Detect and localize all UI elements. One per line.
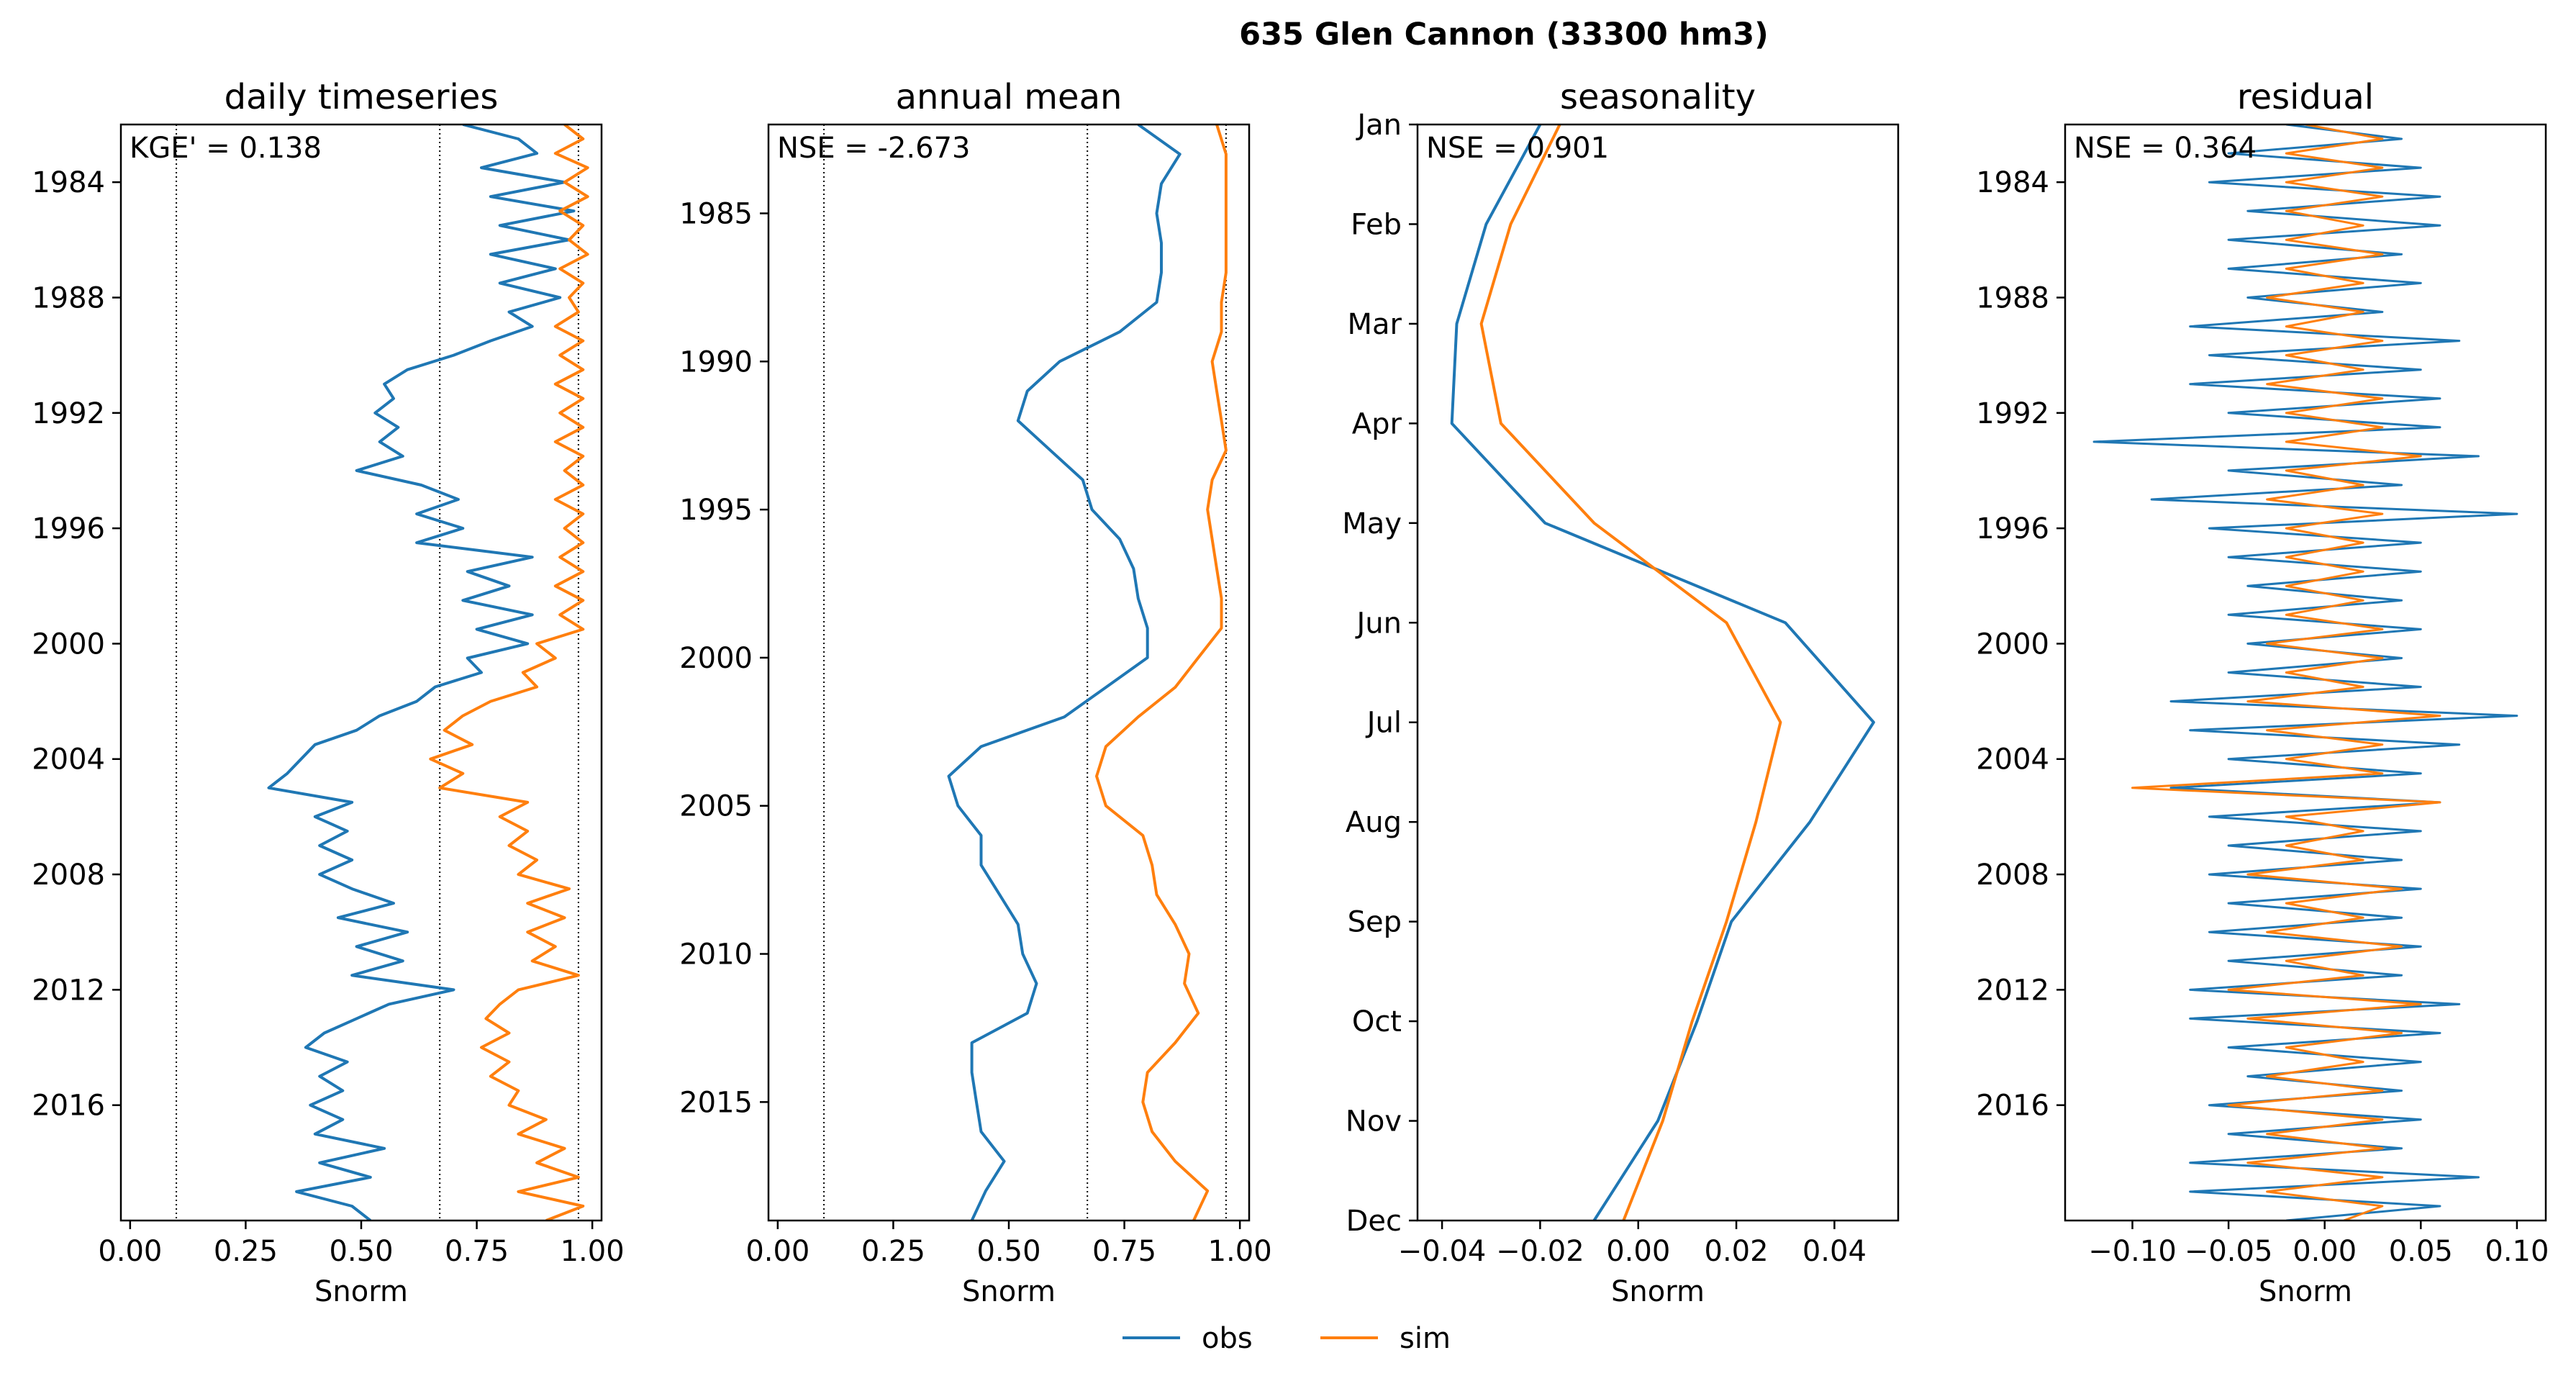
plot-area xyxy=(2092,124,2518,1221)
y-tick-label: 1988 xyxy=(1976,281,2049,314)
x-tick-label: −0.05 xyxy=(2185,1235,2273,1268)
y-tick-label: Oct xyxy=(1352,1005,1402,1038)
legend: obs sim xyxy=(1123,1322,1451,1355)
x-tick-label: 0.00 xyxy=(98,1235,162,1268)
y-tick-label: 2000 xyxy=(1976,628,2049,661)
figure-suptitle: 635 Glen Cannon (33300 hm3) xyxy=(1239,17,1769,53)
x-axis-label: Snorm xyxy=(2259,1275,2352,1308)
y-tick-label: 2012 xyxy=(32,974,105,1007)
y-tick-label: Jul xyxy=(1365,707,1402,740)
y-tick-label: 1992 xyxy=(32,397,105,430)
x-tick-label: 0.50 xyxy=(329,1235,393,1268)
y-tick-label: 2008 xyxy=(1976,859,2049,892)
x-tick-label: 0.00 xyxy=(2292,1235,2357,1268)
legend-item-sim: sim xyxy=(1320,1322,1451,1355)
series-line-sim xyxy=(1095,124,1228,1221)
plot-area xyxy=(267,124,589,1221)
panel-title: residual xyxy=(2237,77,2374,117)
y-tick-label: 2004 xyxy=(1976,743,2049,776)
y-tick-label: 1996 xyxy=(32,512,105,545)
plot-area xyxy=(947,124,1228,1221)
y-tick-label: 1996 xyxy=(1976,512,2049,545)
series-line-sim xyxy=(1479,124,1782,1221)
metric-annotation: NSE = -2.673 xyxy=(777,132,970,165)
series-line-sim xyxy=(429,124,589,1221)
legend-label-sim: sim xyxy=(1400,1322,1451,1355)
x-tick-label: 0.25 xyxy=(214,1235,278,1268)
legend-label-obs: obs xyxy=(1202,1322,1253,1355)
panel-0: daily timeseries 0.00 0.25 0.50 0.75 1.00 1984… xyxy=(32,77,624,1308)
y-tick-label: Dec xyxy=(1346,1205,1402,1238)
y-tick-label: 1990 xyxy=(679,345,753,379)
y-tick-label: 2000 xyxy=(679,642,753,675)
x-tick-label: 0.00 xyxy=(1606,1235,1670,1268)
y-tick-label: May xyxy=(1342,507,1402,540)
y-tick-label: 2010 xyxy=(679,938,753,972)
y-tick-label: 1985 xyxy=(679,197,753,230)
x-axis-label: Snorm xyxy=(962,1275,1056,1308)
series-line-sim xyxy=(2131,124,2441,1221)
x-tick-label: 0.05 xyxy=(2389,1235,2453,1268)
y-tick-label: 1992 xyxy=(1976,397,2049,430)
x-tick-label: 0.75 xyxy=(1092,1235,1156,1268)
x-tick-label: 0.10 xyxy=(2485,1235,2549,1268)
y-tick-label: 2016 xyxy=(1976,1090,2049,1123)
y-tick-label: Apr xyxy=(1352,407,1402,440)
x-tick-label: 0.04 xyxy=(1802,1235,1867,1268)
x-tick-label: 1.00 xyxy=(561,1235,625,1268)
y-tick-label: Jun xyxy=(1355,607,1402,640)
x-tick-label: 0.75 xyxy=(445,1235,509,1268)
y-tick-label: 1984 xyxy=(1976,166,2049,199)
y-tick-label: Mar xyxy=(1348,308,1402,341)
panel-2: seasonality −0.04 −0.02 0.00 0.02 0.04 Jan Feb M… xyxy=(1342,77,1900,1308)
y-tick-label: 2012 xyxy=(1976,974,2049,1007)
axes-frame xyxy=(2064,123,2547,1222)
y-tick-label: 1995 xyxy=(679,494,753,527)
panel-title: seasonality xyxy=(1560,77,1756,117)
y-tick-label: Feb xyxy=(1351,208,1402,241)
y-tick-label: 1988 xyxy=(32,281,105,314)
metric-annotation: NSE = 0.364 xyxy=(2074,132,2257,165)
metric-annotation: KGE' = 0.138 xyxy=(130,132,322,165)
series-line-obs xyxy=(1450,124,1875,1221)
y-tick-label: Aug xyxy=(1346,806,1402,839)
y-tick-label: 2000 xyxy=(32,628,105,661)
x-axis-label: Snorm xyxy=(314,1275,408,1308)
panel-3: residual −0.10 −0.05 0.00 0.05 0.10 1984 1988 19… xyxy=(1976,77,2549,1308)
series-line-obs xyxy=(947,124,1182,1221)
y-tick-label: 2015 xyxy=(679,1086,753,1119)
y-tick-label: 2004 xyxy=(32,743,105,776)
panel-1: annual mean 0.00 0.25 0.50 0.75 1.00 1985 1990 1… xyxy=(679,77,1271,1308)
x-tick-label: −0.02 xyxy=(1496,1235,1584,1268)
x-tick-label: 0.25 xyxy=(861,1235,925,1268)
y-tick-label: 2008 xyxy=(32,859,105,892)
y-tick-label: Jan xyxy=(1355,109,1402,142)
y-tick-label: Nov xyxy=(1346,1105,1402,1138)
series-line-obs xyxy=(267,124,576,1221)
legend-item-obs: obs xyxy=(1123,1322,1253,1355)
x-tick-label: 1.00 xyxy=(1208,1235,1272,1268)
x-tick-label: 0.02 xyxy=(1705,1235,1769,1268)
y-tick-label: 2005 xyxy=(679,790,753,823)
x-tick-label: −0.04 xyxy=(1398,1235,1487,1268)
x-tick-label: −0.10 xyxy=(2088,1235,2177,1268)
axes-frame xyxy=(1416,123,1900,1222)
x-tick-label: 0.50 xyxy=(976,1235,1040,1268)
metric-annotation: NSE = 0.901 xyxy=(1426,132,1609,165)
panel-title: daily timeseries xyxy=(225,77,499,117)
panels: daily timeseries 0.00 0.25 0.50 0.75 1.00 1984… xyxy=(32,77,2549,1308)
x-axis-label: Snorm xyxy=(1611,1275,1705,1308)
y-tick-label: 1984 xyxy=(32,166,105,199)
y-tick-label: Sep xyxy=(1348,906,1402,939)
x-tick-label: 0.00 xyxy=(745,1235,809,1268)
plot-area xyxy=(1450,124,1875,1221)
panel-title: annual mean xyxy=(896,77,1123,117)
y-tick-label: 2016 xyxy=(32,1090,105,1123)
